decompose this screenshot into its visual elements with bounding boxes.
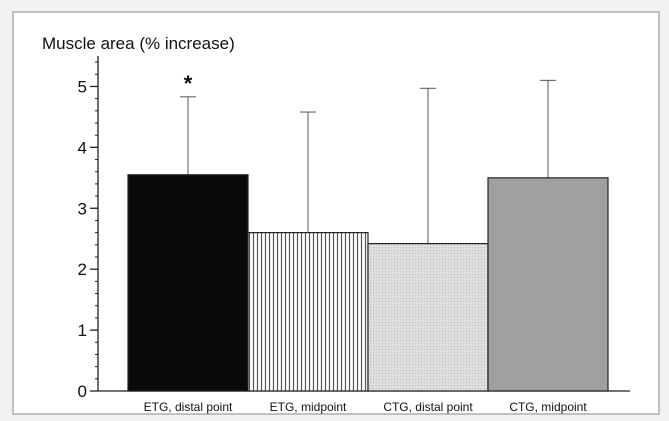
bar-4 [487, 177, 609, 392]
bar-1 [127, 174, 249, 392]
x-tick-label: ETG, midpoint [270, 400, 347, 414]
y-tick-label: 4 [78, 138, 87, 157]
y-tick-label: 3 [78, 199, 87, 218]
y-tick-label: 5 [78, 77, 87, 96]
x-tick-label: ETG, distal point [144, 400, 233, 414]
x-tick-label: CTG, midpoint [509, 400, 587, 414]
x-tick-label: CTG, distal point [383, 400, 473, 414]
significance-marker: * [184, 71, 193, 96]
bar-3 [367, 243, 489, 392]
y-tick-label: 1 [78, 321, 87, 340]
chart-title: Muscle area (% increase) [42, 34, 235, 53]
bar-2 [247, 232, 369, 392]
y-tick-label: 0 [78, 382, 87, 401]
y-tick-label: 2 [78, 260, 87, 279]
